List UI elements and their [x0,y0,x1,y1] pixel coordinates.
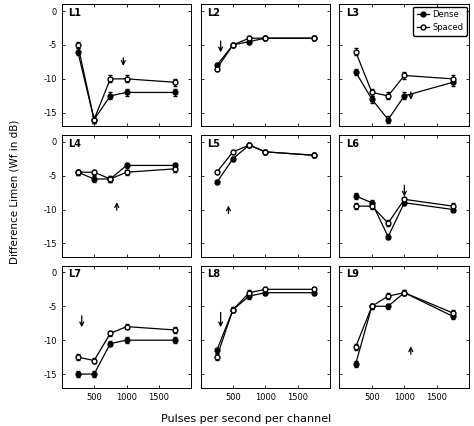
Text: Pulses per second per channel: Pulses per second per channel [161,414,332,424]
Text: L1: L1 [68,8,81,18]
Text: L9: L9 [346,269,359,279]
Text: L6: L6 [346,138,359,149]
Text: L4: L4 [68,138,81,149]
Text: L3: L3 [346,8,359,18]
Text: Difference Limen (Wf in dB): Difference Limen (Wf in dB) [9,120,19,264]
Text: L8: L8 [207,269,220,279]
Legend: Dense, Spaced: Dense, Spaced [413,7,467,36]
Text: L5: L5 [207,138,220,149]
Text: L2: L2 [207,8,220,18]
Text: L7: L7 [68,269,81,279]
